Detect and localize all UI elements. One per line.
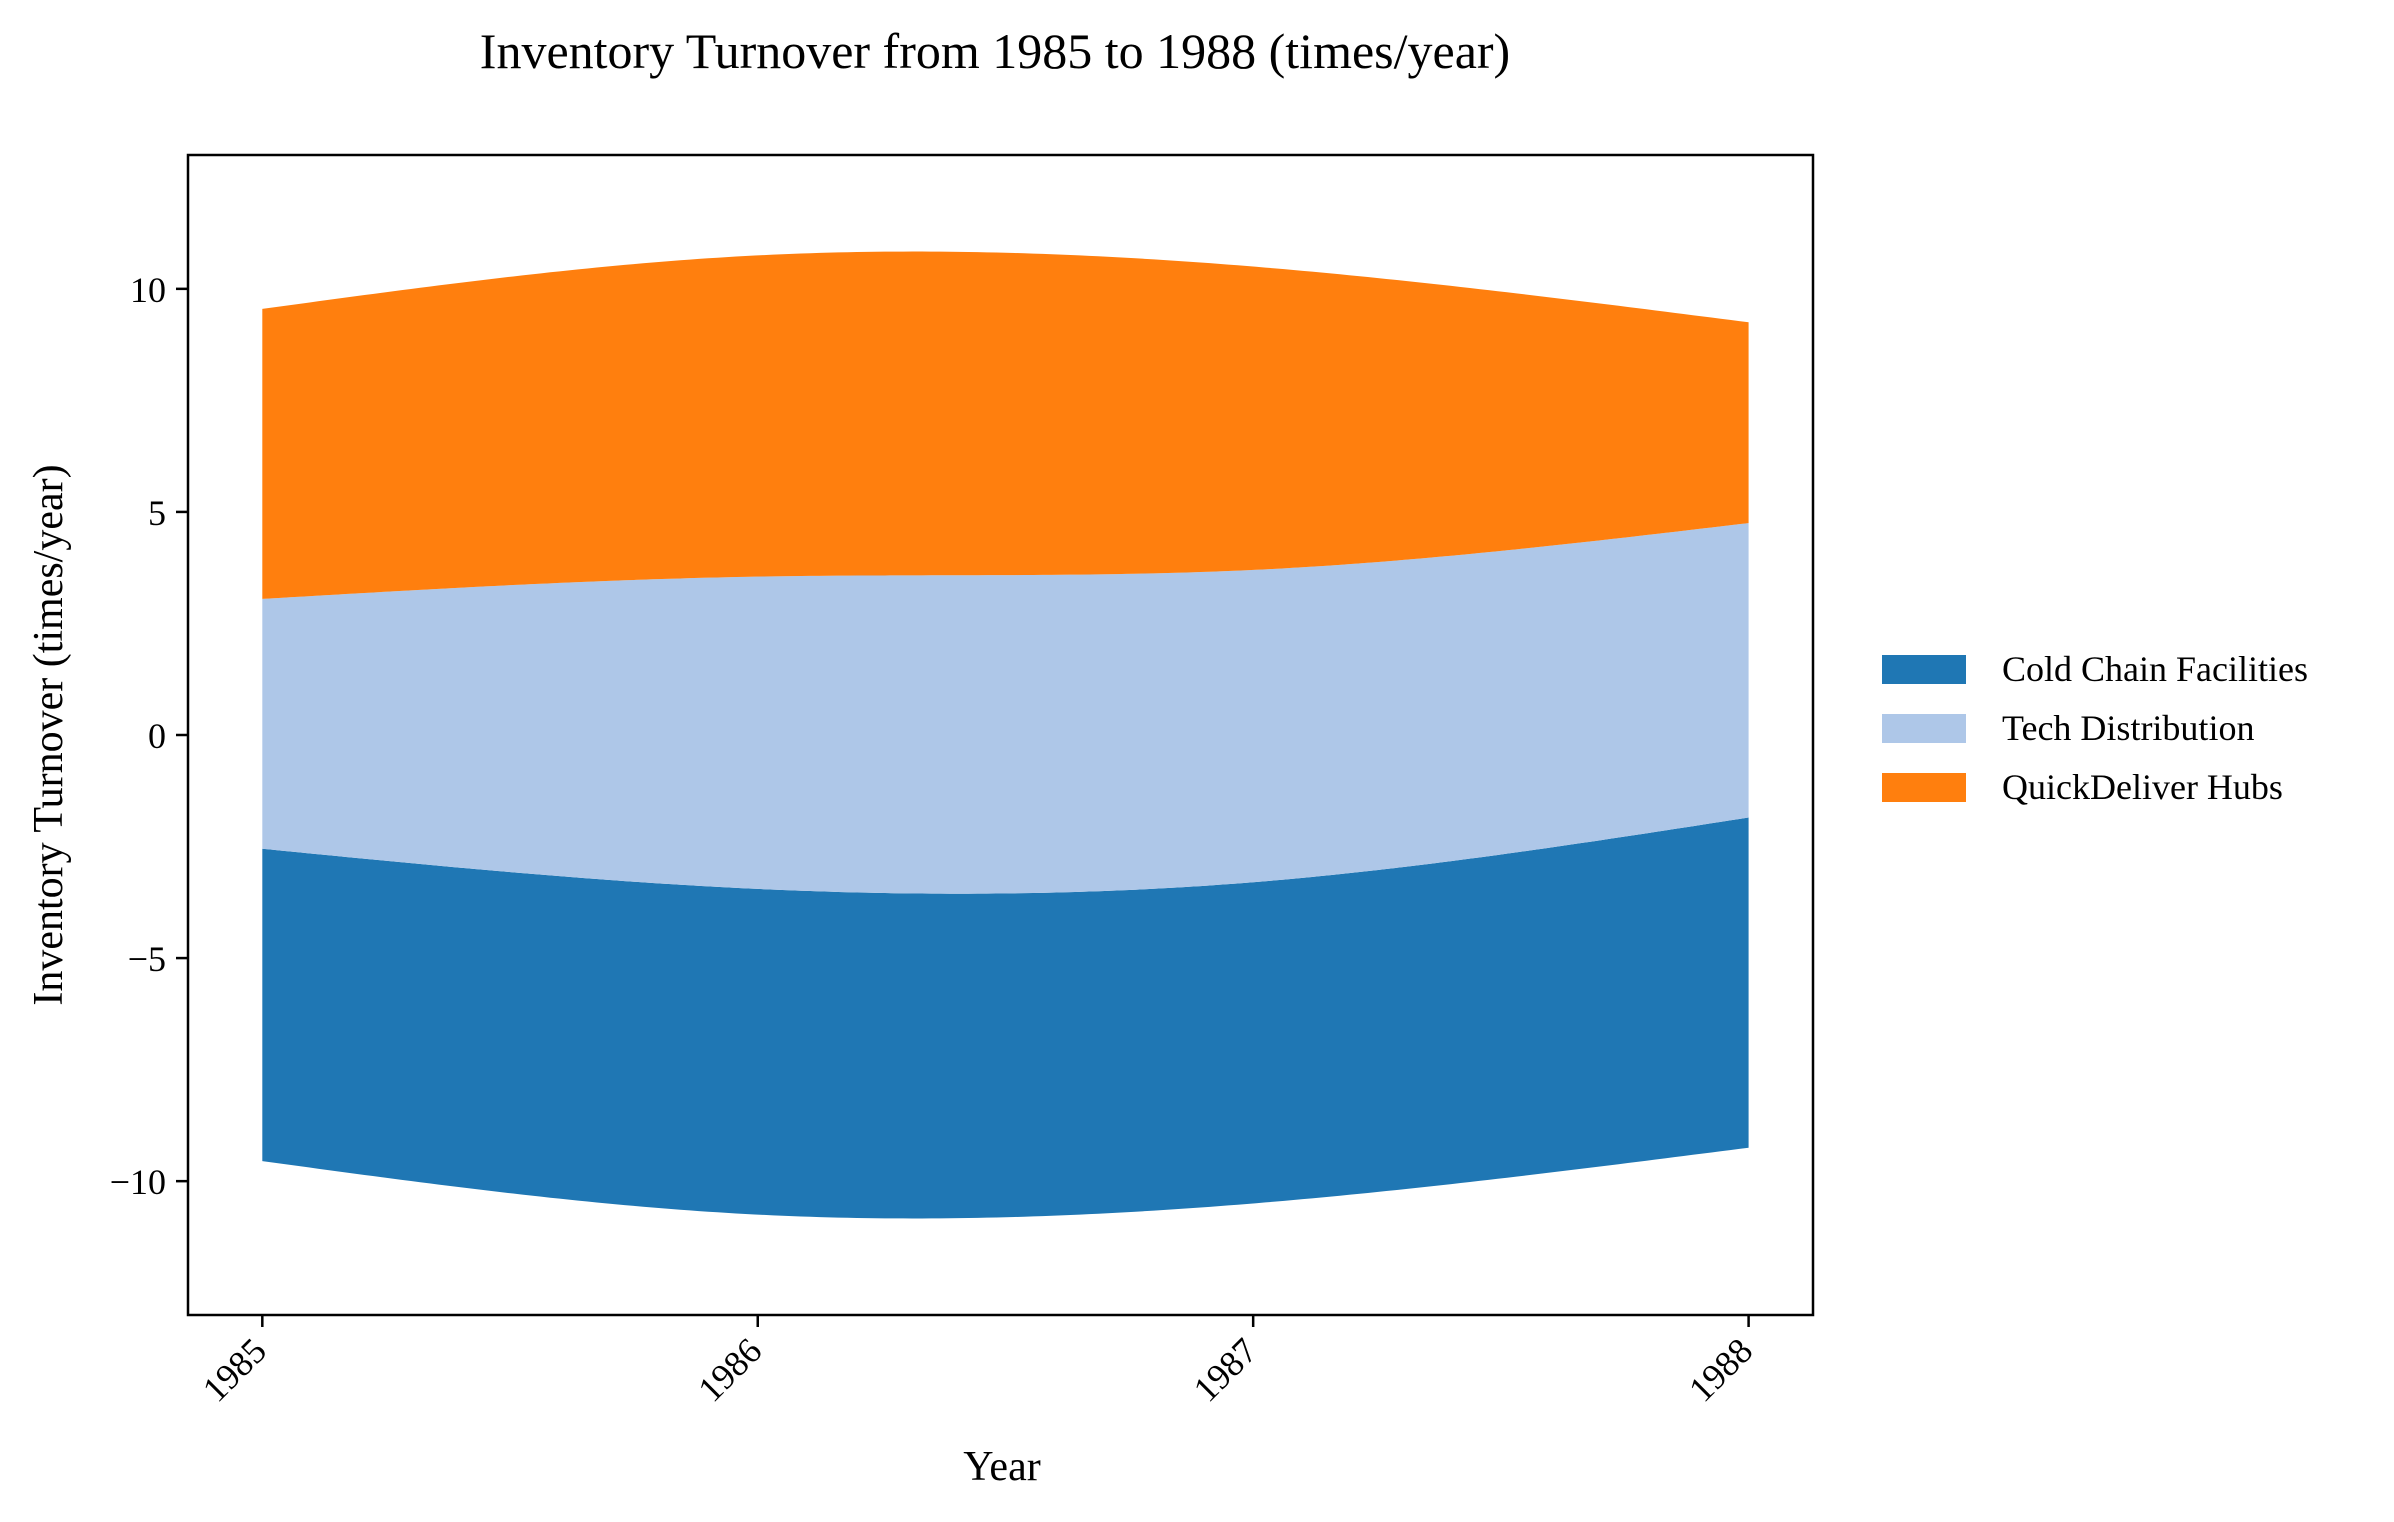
y-tick-label: 5 [148, 493, 166, 533]
area-tech-distribution [262, 523, 1749, 894]
y-axis-label: Inventory Turnover (times/year) [26, 464, 72, 1005]
legend-swatch-tech-distribution [1882, 714, 1966, 743]
legend-swatch-cold-chain-facilities [1882, 655, 1966, 684]
legend: Cold Chain Facilities Tech Distribution Qu… [1882, 649, 2308, 807]
chart-title: Inventory Turnover from 1985 to 1988 (ti… [480, 23, 1510, 79]
x-tick-label: 1986 [690, 1330, 769, 1409]
y-tick-label: −5 [128, 939, 166, 979]
y-axis: 10 5 0 −5 −10 [110, 270, 188, 1202]
areas-layer [262, 251, 1749, 1219]
legend-swatch-quickdeliver-hubs [1882, 773, 1966, 802]
legend-label-tech-distribution: Tech Distribution [2002, 708, 2254, 748]
x-tick-label: 1985 [195, 1330, 274, 1409]
area-quickdeliver-hubs [262, 251, 1749, 599]
y-tick-label: 0 [148, 716, 166, 756]
x-tick-label: 1988 [1681, 1330, 1760, 1409]
area-cold-chain-facilities [262, 817, 1749, 1219]
legend-label-cold-chain-facilities: Cold Chain Facilities [2002, 649, 2308, 689]
legend-label-quickdeliver-hubs: QuickDeliver Hubs [2002, 767, 2283, 807]
y-tick-label: 10 [130, 270, 166, 310]
x-axis: 1985 1986 1987 1988 [195, 1315, 1760, 1410]
x-axis-label: Year [963, 1444, 1040, 1490]
y-tick-label: −10 [110, 1162, 166, 1202]
x-tick-label: 1987 [1186, 1330, 1265, 1409]
